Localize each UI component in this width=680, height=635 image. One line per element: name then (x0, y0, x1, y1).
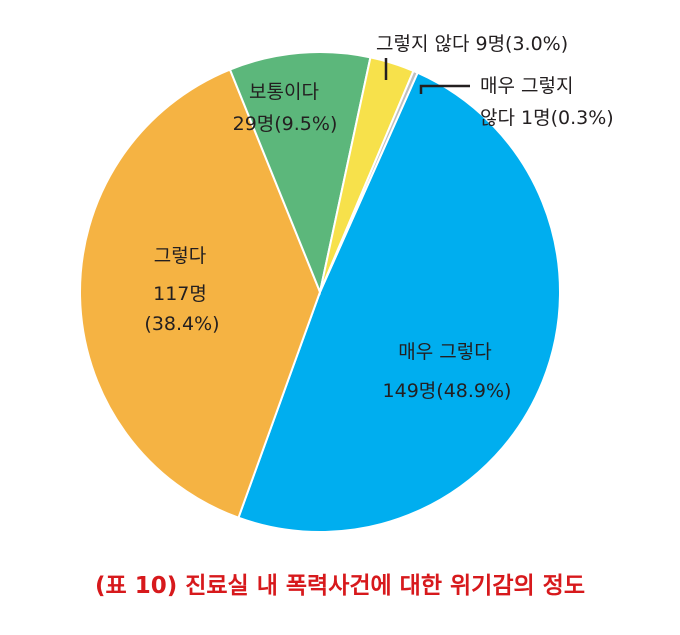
pie-slices (79, 51, 561, 533)
label-very-agree-value: 149명(48.9%) (383, 380, 512, 402)
label-disagree: 그렇지 않다 9명(3.0%) (376, 33, 568, 55)
label-very-agree-name: 매우 그렇다 (398, 341, 491, 363)
label-neutral-name: 보통이다 (249, 81, 319, 103)
pie-slice-2 (79, 68, 322, 520)
label-agree-name: 그렇다 (154, 245, 206, 267)
pie-slice-3 (228, 51, 372, 296)
chart-caption: (표 10) 진료실 내 폭력사건에 대한 위기감의 정도 (95, 573, 585, 599)
label-agree-percent: (38.4%) (144, 313, 219, 335)
label-agree-count: 117명 (153, 283, 207, 305)
label-very-disagree-line1: 매우 그렇지 (480, 75, 573, 97)
pie-slice-5 (319, 69, 419, 293)
pie-slice-1 (237, 71, 561, 533)
pie-chart: 매우 그렇다 149명(48.9%) 그렇다 117명 (38.4%) 보통이다… (79, 33, 614, 533)
label-very-disagree-line2: 않다 1명(0.3%) (480, 107, 614, 129)
leader-line-very-disagree (419, 84, 470, 94)
label-neutral-value: 29명(9.5%) (233, 113, 338, 135)
